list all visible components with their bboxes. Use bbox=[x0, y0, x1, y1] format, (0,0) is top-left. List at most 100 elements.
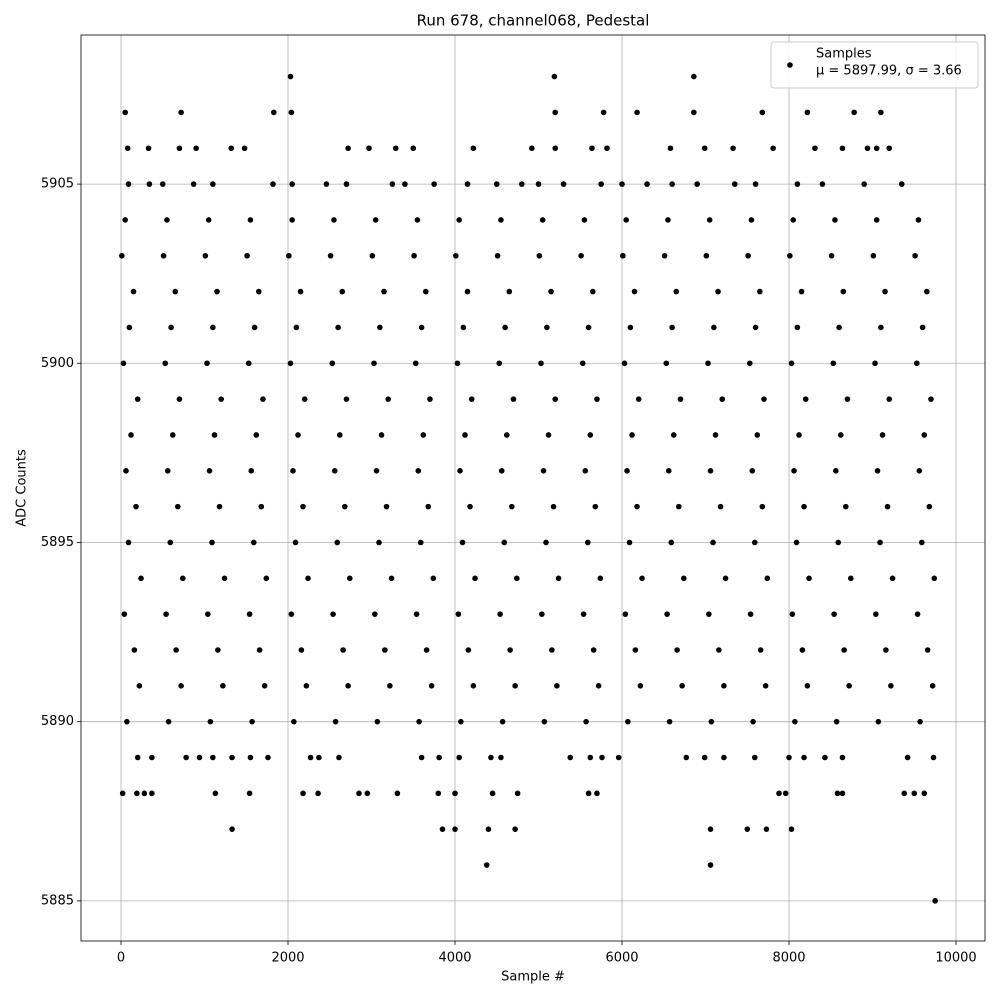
data-point bbox=[423, 647, 430, 653]
data-point bbox=[801, 503, 807, 510]
data-point bbox=[681, 575, 687, 582]
data-point bbox=[878, 324, 884, 331]
data-point bbox=[247, 217, 254, 223]
data-point bbox=[289, 181, 295, 187]
data-point bbox=[300, 503, 306, 510]
data-point bbox=[383, 503, 390, 510]
data-point bbox=[916, 467, 923, 474]
data-point bbox=[131, 647, 138, 653]
data-point bbox=[503, 432, 510, 438]
data-point bbox=[498, 754, 504, 761]
data-point bbox=[436, 754, 442, 761]
data-point bbox=[721, 754, 727, 761]
x-tick-label: 0 bbox=[117, 951, 125, 966]
data-point bbox=[303, 683, 310, 689]
data-point bbox=[414, 217, 421, 223]
data-point bbox=[176, 145, 183, 152]
data-point bbox=[507, 647, 513, 653]
data-point bbox=[512, 826, 518, 832]
data-point bbox=[796, 432, 802, 438]
data-point bbox=[878, 109, 884, 116]
data-point bbox=[886, 396, 893, 402]
data-point bbox=[875, 718, 882, 725]
data-point bbox=[761, 396, 767, 402]
data-point bbox=[123, 467, 129, 474]
data-point bbox=[840, 288, 847, 295]
data-point bbox=[271, 109, 277, 116]
data-point bbox=[624, 467, 630, 474]
data-point bbox=[832, 467, 839, 474]
data-point bbox=[584, 539, 591, 546]
data-point bbox=[374, 718, 381, 725]
data-point bbox=[215, 647, 221, 653]
x-tick-label: 8000 bbox=[772, 951, 805, 966]
data-point bbox=[394, 790, 401, 797]
data-point bbox=[286, 252, 292, 259]
data-point bbox=[835, 539, 842, 546]
data-point bbox=[339, 288, 346, 295]
data-point bbox=[494, 252, 501, 259]
data-point bbox=[169, 432, 176, 438]
y-tick-label: 5890 bbox=[41, 714, 74, 729]
data-point bbox=[506, 288, 513, 295]
data-point bbox=[124, 718, 130, 725]
data-point bbox=[901, 790, 908, 797]
data-point bbox=[345, 683, 351, 689]
data-point bbox=[174, 503, 181, 510]
data-point bbox=[164, 217, 170, 223]
data-point bbox=[341, 503, 348, 510]
data-point bbox=[121, 611, 128, 617]
data-point bbox=[193, 145, 199, 152]
data-point bbox=[802, 396, 809, 402]
data-point bbox=[364, 790, 371, 797]
data-point bbox=[839, 790, 846, 797]
data-point bbox=[256, 647, 263, 653]
data-point bbox=[287, 73, 294, 80]
data-point bbox=[629, 432, 635, 438]
data-point bbox=[926, 503, 933, 510]
data-point bbox=[209, 539, 215, 546]
data-point bbox=[126, 324, 133, 331]
data-point bbox=[410, 145, 417, 152]
data-point bbox=[293, 324, 300, 331]
data-point bbox=[202, 252, 209, 259]
data-point bbox=[587, 754, 594, 761]
data-point bbox=[708, 718, 715, 725]
data-point bbox=[376, 539, 382, 546]
data-point bbox=[548, 288, 554, 295]
data-point bbox=[598, 181, 604, 187]
data-point bbox=[160, 252, 167, 259]
data-point bbox=[514, 575, 520, 582]
data-point bbox=[594, 790, 600, 797]
data-point bbox=[580, 611, 587, 617]
data-point bbox=[759, 503, 766, 510]
data-point bbox=[452, 826, 458, 832]
data-point bbox=[804, 683, 811, 689]
data-point bbox=[372, 217, 379, 223]
y-tick-label: 5885 bbox=[41, 893, 74, 908]
data-point bbox=[497, 611, 503, 617]
data-point bbox=[228, 145, 235, 152]
plot-frame bbox=[80, 34, 986, 942]
data-point bbox=[539, 611, 545, 617]
data-point bbox=[455, 611, 462, 617]
data-point bbox=[756, 288, 763, 295]
data-point bbox=[385, 396, 392, 402]
data-point bbox=[529, 145, 535, 152]
data-point bbox=[430, 575, 437, 582]
y-tick-label: 5900 bbox=[41, 356, 74, 371]
data-point bbox=[915, 217, 922, 223]
data-point bbox=[258, 503, 265, 510]
legend-marker bbox=[787, 62, 793, 68]
data-point bbox=[703, 252, 710, 259]
data-point bbox=[931, 575, 938, 582]
data-point bbox=[539, 217, 546, 223]
data-point bbox=[205, 217, 212, 223]
data-point bbox=[675, 503, 682, 510]
data-point bbox=[229, 754, 235, 761]
data-point bbox=[470, 145, 477, 152]
data-point bbox=[435, 790, 442, 797]
data-point bbox=[730, 145, 736, 152]
data-point bbox=[929, 683, 936, 689]
data-point bbox=[930, 754, 937, 761]
